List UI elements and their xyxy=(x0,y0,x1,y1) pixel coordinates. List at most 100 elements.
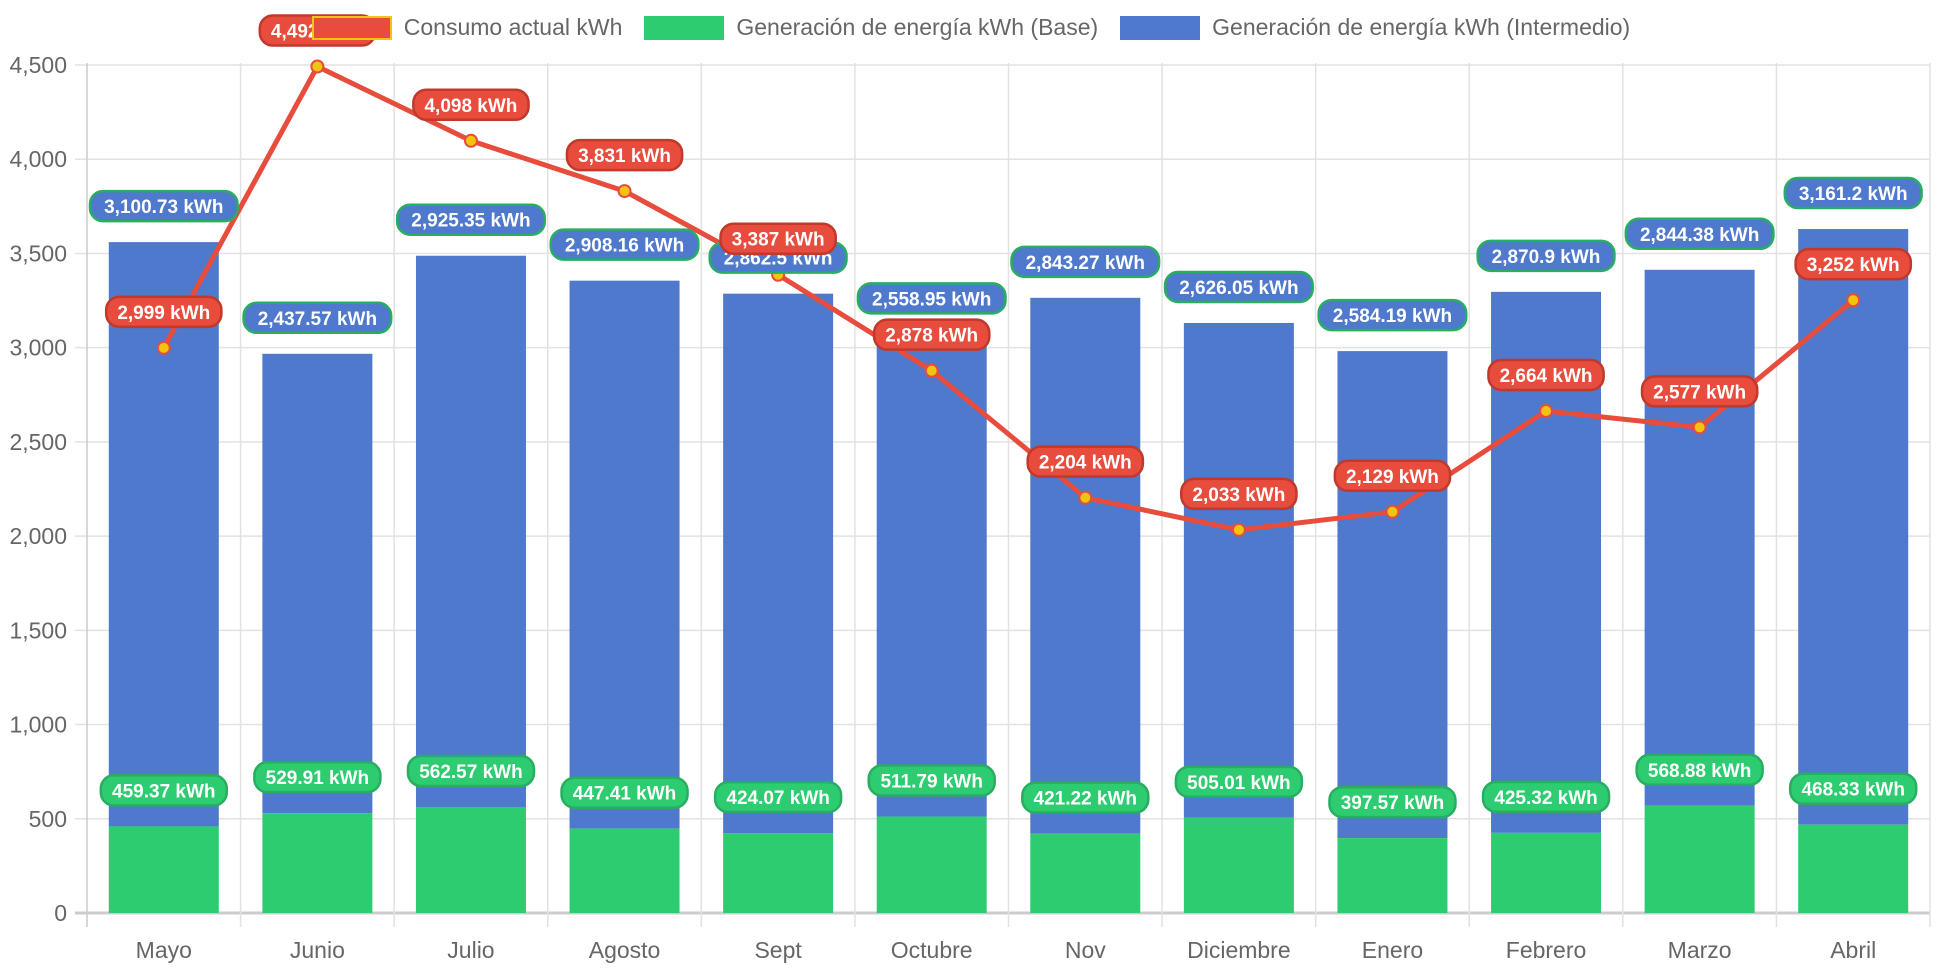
y-tick-label: 4,500 xyxy=(9,52,67,78)
label-intermedio-text: 2,437.57 kWh xyxy=(258,309,377,330)
legend: Consumo actual kWh Generación de energía… xyxy=(0,14,1942,41)
label-intermedio: 2,925.35 kWh xyxy=(395,203,547,236)
x-tick-label: Mayo xyxy=(136,937,192,963)
label-intermedio: 2,626.05 kWh xyxy=(1163,270,1314,304)
label-intermedio-text: 3,161.2 kWh xyxy=(1799,184,1908,205)
line-point xyxy=(617,184,632,199)
label-base: 421.22 kWh xyxy=(1021,781,1150,814)
line-point xyxy=(1846,293,1861,308)
bar-intermedio xyxy=(1183,322,1294,818)
bar-intermedio xyxy=(569,280,680,829)
label-consumo: 4,098 kWh xyxy=(412,88,530,122)
bar-base xyxy=(1337,838,1448,913)
label-intermedio-text: 2,925.35 kWh xyxy=(411,211,530,232)
label-consumo-bg xyxy=(1333,459,1452,493)
label-consumo-text: 2,129 kWh xyxy=(1346,467,1439,488)
x-tick-label: Marzo xyxy=(1668,937,1732,963)
label-consumo-bg xyxy=(565,138,684,172)
line-point xyxy=(1078,490,1093,505)
bar-base xyxy=(1030,833,1141,913)
legend-item-base[interactable]: Generación de energía kWh (Base) xyxy=(644,14,1098,41)
label-base: 562.57 kWh xyxy=(406,754,536,788)
x-tick-label: Octubre xyxy=(891,937,973,963)
label-intermedio: 2,870.9 kWh xyxy=(1476,239,1616,273)
label-intermedio-bg xyxy=(88,189,239,223)
label-intermedio-bg xyxy=(856,282,1007,315)
legend-swatch-intermedio xyxy=(1120,15,1201,40)
label-base: 568.88 kWh xyxy=(1635,753,1764,787)
label-consumo: 2,878 kWh xyxy=(872,318,991,351)
bar-intermedio xyxy=(1337,351,1448,839)
bar-intermedio xyxy=(262,353,373,814)
label-consumo-text: 2,204 kWh xyxy=(1039,453,1132,474)
label-base-bg xyxy=(560,776,689,809)
bar-base xyxy=(569,828,680,913)
y-tick-label: 3,000 xyxy=(9,335,67,361)
label-consumo-text: 2,878 kWh xyxy=(885,326,978,347)
y-axis: 0 500 1,000 1,500 2,000 2,500 3,000 3,500 4,000 4… xyxy=(9,52,67,926)
label-base-text: 505.01 kWh xyxy=(1187,773,1291,794)
label-intermedio: 3,161.2 kWh xyxy=(1783,176,1923,210)
label-consumo: 2,204 kWh xyxy=(1026,445,1145,478)
label-base: 468.33 kWh xyxy=(1788,772,1918,805)
label-intermedio-bg xyxy=(1476,239,1616,273)
legend-swatch-base xyxy=(644,15,725,40)
label-intermedio-bg xyxy=(1010,245,1161,279)
label-base-text: 468.33 kWh xyxy=(1801,780,1905,801)
label-base-bg xyxy=(1328,785,1457,819)
legend-label-base: Generación de energía kWh (Base) xyxy=(736,14,1099,40)
label-base-text: 425.32 kWh xyxy=(1494,788,1598,809)
y-tick-label: 500 xyxy=(29,806,67,832)
x-axis: Mayo Junio Julio Agosto Sept Octubre Nov Diciem… xyxy=(136,937,1877,963)
legend-swatch-consumo xyxy=(311,15,392,40)
bar-intermedio xyxy=(415,255,526,807)
label-intermedio: 2,437.57 kWh xyxy=(242,301,393,335)
x-tick-label: Sept xyxy=(754,937,802,963)
label-base-bg xyxy=(253,760,382,794)
line-point xyxy=(310,59,325,74)
line-point xyxy=(156,340,171,355)
x-tick-label: Abril xyxy=(1830,937,1876,963)
label-base-bg xyxy=(1635,753,1764,787)
bar-intermedio xyxy=(723,293,834,834)
label-base-bg xyxy=(1174,765,1304,799)
y-tick-label: 4,000 xyxy=(9,146,67,172)
bar-base xyxy=(1644,805,1755,913)
label-base-text: 562.57 kWh xyxy=(419,762,523,783)
label-base-text: 421.22 kWh xyxy=(1034,789,1138,810)
label-base-text: 447.41 kWh xyxy=(573,784,677,805)
legend-item-intermedio[interactable]: Generación de energía kWh (Intermedio) xyxy=(1120,14,1630,41)
label-intermedio: 2,558.95 kWh xyxy=(856,282,1007,315)
label-intermedio-text: 2,584.19 kWh xyxy=(1333,306,1452,327)
label-base-text: 568.88 kWh xyxy=(1648,761,1752,782)
bar-base xyxy=(262,813,373,913)
label-consumo-bg xyxy=(872,318,991,351)
label-intermedio: 2,843.27 kWh xyxy=(1010,245,1161,279)
label-consumo-bg xyxy=(412,88,530,122)
label-base: 447.41 kWh xyxy=(560,776,689,809)
y-tick-label: 1,500 xyxy=(9,617,67,643)
bar-intermedio xyxy=(1644,269,1755,806)
label-consumo-bg xyxy=(104,295,223,329)
label-intermedio-bg xyxy=(1163,270,1314,304)
x-tick-label: Enero xyxy=(1362,937,1423,963)
label-intermedio-text: 2,626.05 kWh xyxy=(1179,278,1298,299)
label-base-bg xyxy=(1481,780,1611,814)
label-consumo-bg xyxy=(1026,445,1145,478)
label-intermedio-bg xyxy=(549,228,700,261)
label-base: 511.79 kWh xyxy=(867,764,996,797)
label-base: 424.07 kWh xyxy=(713,780,843,814)
label-consumo-bg xyxy=(1487,358,1605,392)
label-base: 459.37 kWh xyxy=(99,774,229,807)
line-point xyxy=(1231,522,1246,537)
label-base-bg xyxy=(99,774,229,807)
label-consumo: 2,129 kWh xyxy=(1333,459,1452,493)
bar-base xyxy=(1798,824,1909,913)
y-tick-label: 0 xyxy=(54,900,67,926)
legend-item-consumo[interactable]: Consumo actual kWh xyxy=(311,14,622,41)
label-consumo-text: 2,664 kWh xyxy=(1500,366,1593,387)
label-base-bg xyxy=(867,764,996,797)
bar-intermedio xyxy=(1030,297,1141,834)
label-base-bg xyxy=(713,780,843,814)
line-point xyxy=(1385,504,1400,519)
